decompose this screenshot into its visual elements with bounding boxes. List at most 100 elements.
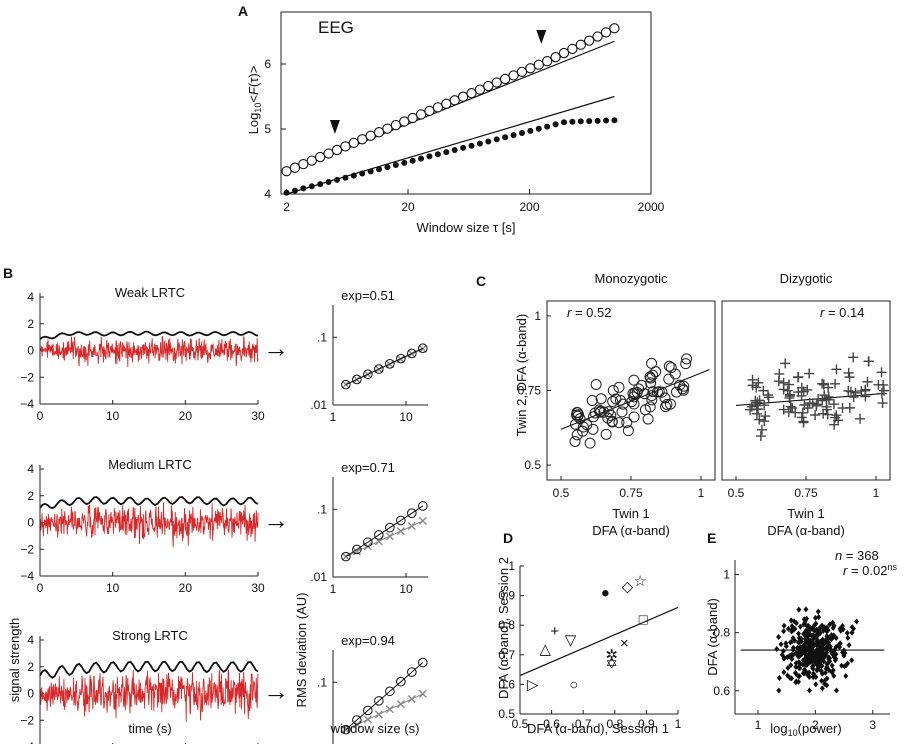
panel-a-xtick-label: 200	[520, 200, 540, 214]
panel-c-circle-marker	[573, 409, 585, 421]
panel-c-plus-marker	[754, 414, 765, 425]
panel-a-open-circle	[340, 141, 351, 152]
panel-e-diamond-marker	[805, 622, 811, 629]
panel-e-diamond-marker	[833, 687, 839, 694]
panel-c-plus-marker	[784, 379, 795, 390]
panel-c-plus-marker	[783, 406, 794, 417]
panel-c-plus-marker	[873, 379, 884, 390]
panel-e-diamond-marker	[788, 662, 794, 669]
panel-b-envelope	[39, 330, 259, 340]
panel-a-open-circle	[373, 127, 385, 138]
panel-c-plus-marker	[751, 382, 762, 393]
panel-e-diamond-marker	[807, 659, 813, 666]
panel-c-plus-marker	[793, 372, 804, 383]
panel-a-open-circle	[281, 166, 292, 177]
panel-e-diamond-marker	[829, 662, 835, 669]
panel-c-r-label: r = 0.14	[820, 305, 864, 320]
panel-c-circle-marker	[647, 386, 659, 398]
panel-a-filled-dot	[443, 149, 450, 156]
panel-c-circle-marker	[628, 391, 640, 403]
panel-e-ytick-label: 1	[723, 568, 730, 582]
panel-c-circle-marker	[587, 411, 599, 423]
panel-c-label: C	[476, 273, 486, 289]
panel-e-diamond-marker	[796, 659, 802, 666]
panel-c-plus-marker	[848, 391, 859, 402]
panel-a-open-circle	[390, 119, 401, 131]
panel-d-marker-diamond: ◇	[622, 579, 634, 596]
panel-c-plus-marker	[811, 400, 822, 411]
panel-c-plus-marker	[759, 416, 770, 427]
panel-a-filled-dot	[569, 118, 576, 125]
panel-a-open-circle	[407, 112, 418, 124]
panel-c-circle-marker	[681, 353, 693, 365]
panel-e-diamond-marker	[819, 670, 825, 677]
panel-d-xtick-label: 0.5	[512, 717, 529, 731]
panel-e-diamond-marker	[796, 606, 802, 613]
panel-e-diamond-marker	[831, 632, 837, 639]
panel-e-diamond-marker	[824, 660, 830, 667]
panel-e-diamond-marker	[816, 614, 822, 621]
panel-c-xtick-label: 1	[873, 486, 880, 500]
panel-e-diamond-marker	[803, 631, 809, 638]
panel-a-open-circle	[542, 56, 553, 67]
panel-c-plus-marker	[860, 385, 871, 396]
panel-c-plot-title: Monozygotic	[595, 271, 668, 286]
panel-e-diamond-marker	[792, 625, 798, 632]
panel-b-dfa-cross-marker	[407, 522, 416, 531]
panel-d: D 0.5 0.6 0.7 0.8 0.9 1 0.5 0.6 0.7 0.8 0.9 1 ▷ △+ ▽ ○ ●…	[496, 530, 682, 736]
panel-e-diamond-marker	[788, 617, 794, 624]
panel-c-plus-marker	[798, 417, 809, 428]
panel-b-row-title: Weak LRTC	[115, 285, 185, 300]
panel-e-diamond-marker	[841, 663, 847, 670]
panel-c-circle-marker	[680, 358, 692, 370]
panel-c-circle-marker	[595, 405, 607, 417]
panel-c-plus-marker	[756, 424, 767, 435]
panel-c-plus-marker	[804, 397, 815, 408]
panel-e-diamond-marker	[844, 629, 850, 636]
panel-b-dfa-circle-marker	[352, 715, 362, 725]
panel-b-dfa-xtick-label: 10	[399, 582, 413, 596]
panel-c-circle-marker	[678, 380, 690, 392]
panel-e-diamond-marker	[810, 641, 816, 648]
panel-c-circle-marker	[593, 404, 605, 416]
panel-a-open-circle	[508, 70, 519, 81]
panel-a-open-circle	[306, 155, 317, 166]
panel-c-xtick-label: 0.75	[794, 486, 818, 500]
panel-a-open-circle	[315, 151, 326, 163]
panel-a-filled-dot	[367, 168, 374, 175]
panel-a-open-circle	[457, 91, 469, 102]
panel-e-diamond-marker	[806, 627, 812, 634]
panel-e-diamond-marker	[854, 618, 860, 625]
panel-c-plus-marker	[784, 391, 795, 402]
panel-e-diamond-marker	[812, 614, 818, 621]
panel-b-ytick-label: 0	[27, 344, 34, 358]
panel-a-open-circle	[289, 162, 301, 173]
panel-e-diamond-marker	[802, 656, 808, 663]
panel-b-dfa-ytick-label: .1	[317, 675, 327, 689]
panel-b-dfa-circle-marker	[385, 522, 395, 533]
panel-b-dfa-circle-marker	[352, 374, 362, 385]
panel-d-ytick-label: 0.6	[498, 677, 515, 691]
panel-c-plus-marker	[821, 394, 832, 405]
panel-a-filled-dot	[577, 118, 584, 125]
panel-c-circle-marker	[663, 373, 675, 385]
panel-b-dfa-circle-line	[345, 662, 424, 730]
panel-c-plus-marker	[778, 384, 789, 395]
panel-a-open-circle	[348, 137, 359, 148]
panel-c-circle-marker	[610, 393, 622, 405]
panel-c-xtick-label: 0.5	[553, 486, 570, 500]
panel-b-ytick-label: 0	[27, 687, 34, 701]
panel-c-circle-marker	[607, 396, 619, 408]
panel-a-filled-dot	[283, 189, 290, 196]
panel-b-dfa-cross-marker	[363, 715, 372, 724]
panel-b-dfa-circle-marker	[341, 379, 351, 390]
panel-e-diamond-marker	[843, 672, 849, 679]
panel-e-diamond-marker	[810, 671, 816, 678]
panel-c-plus-marker	[760, 411, 771, 422]
panel-c-ylabel: Twin 2, DFA (α-band)	[514, 314, 529, 436]
panel-e-diamond-marker	[813, 620, 819, 627]
panel-c-circle-marker	[660, 401, 672, 413]
panel-b-row: 420−2−40102030Strong LRTC→exp=0.94.1.011…	[20, 628, 428, 744]
panel-a-filled-dot	[560, 119, 567, 126]
panel-c-plus-marker	[755, 431, 766, 442]
